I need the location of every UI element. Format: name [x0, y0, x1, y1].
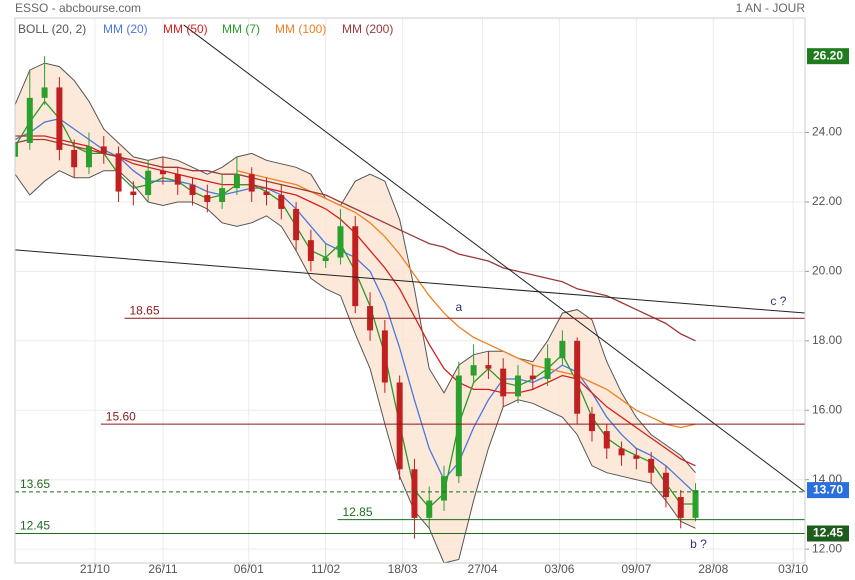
- candle-body: [411, 469, 418, 518]
- y-tick-label: 22.00: [812, 194, 842, 208]
- candle-body: [529, 375, 536, 380]
- price-tag-label: 12.45: [813, 526, 843, 540]
- legend-entry: MM (100): [275, 22, 326, 36]
- legend-entry: MM (200): [342, 22, 393, 36]
- level-label: 15.60: [106, 409, 136, 423]
- price-tag-label: 26.20: [813, 48, 843, 62]
- candle-body: [544, 358, 551, 380]
- candle-body: [574, 340, 581, 414]
- bollinger-upper: [15, 62, 696, 474]
- candle-body: [100, 146, 107, 154]
- candle-body: [174, 174, 181, 185]
- candle-body: [441, 476, 448, 501]
- candle-body: [381, 330, 388, 383]
- candle-body: [470, 365, 477, 376]
- plot-area: [15, 24, 805, 563]
- moving-average: [15, 138, 696, 342]
- candle-body: [204, 195, 211, 202]
- trend-line: [15, 249, 805, 314]
- candle-body: [71, 149, 78, 168]
- x-tick-label: 28/08: [698, 562, 728, 576]
- candle-body: [648, 458, 655, 473]
- candle-body: [145, 170, 152, 196]
- candle-body: [15, 142, 18, 157]
- candle-body: [130, 191, 137, 196]
- candle-body: [485, 365, 492, 369]
- legend-entry: MM (7): [222, 22, 260, 36]
- candle-body: [396, 382, 403, 470]
- candle-body: [307, 240, 314, 261]
- candle-body: [426, 500, 433, 518]
- price-tag: [807, 48, 849, 65]
- chart-title: ESSO - abcbourse.com: [15, 1, 141, 15]
- x-tick-label: 06/01: [234, 562, 264, 576]
- candle-body: [603, 431, 610, 449]
- candle-body: [500, 368, 507, 397]
- annotation: b ?: [690, 537, 707, 551]
- candle-body: [692, 490, 699, 518]
- legend-entry: BOLL (20, 2): [18, 22, 86, 36]
- candle-body: [85, 146, 92, 168]
- annotation: c ?: [770, 294, 786, 308]
- candle-body: [278, 195, 285, 209]
- candle-body: [559, 340, 566, 359]
- legend-entry: MM (20): [103, 22, 148, 36]
- x-tick-label: 18/03: [388, 562, 418, 576]
- candle-body: [115, 153, 122, 192]
- candle-body: [41, 87, 48, 98]
- level-label: 18.65: [129, 303, 159, 317]
- candle-body: [633, 455, 640, 459]
- candle-body: [56, 87, 63, 150]
- overlay: 12.0014.0016.0018.0020.0022.0024.0021/10…: [15, 22, 849, 576]
- candle-body: [618, 448, 625, 456]
- candle-body: [662, 472, 669, 498]
- plot-frame: [14, 17, 806, 564]
- candle-body: [514, 375, 521, 397]
- candle-body: [26, 97, 33, 143]
- chart-subtitle: 1 AN - JOUR: [736, 1, 806, 15]
- annotation: a: [455, 300, 462, 314]
- price-tag-label: 13.70: [813, 482, 843, 496]
- candle-body: [322, 257, 329, 261]
- x-tick-label: 03/10: [778, 562, 808, 576]
- candle-body: [293, 208, 300, 241]
- bollinger-lower: [15, 170, 696, 563]
- y-tick-label: 20.00: [812, 264, 842, 278]
- x-tick-label: 21/10: [80, 562, 110, 576]
- y-tick-label: 24.00: [812, 125, 842, 139]
- level-label: 13.65: [20, 477, 50, 491]
- candle-body: [248, 174, 255, 192]
- candle-body: [233, 174, 240, 189]
- x-tick-label: 09/07: [621, 562, 651, 576]
- price-tag: [807, 525, 849, 542]
- x-tick-label: 03/06: [544, 562, 574, 576]
- candle-body: [263, 191, 270, 196]
- x-tick-label: 11/02: [311, 562, 340, 576]
- x-tick-label: 27/04: [467, 562, 497, 576]
- y-tick-label: 12.00: [812, 541, 842, 555]
- y-tick-label: 18.00: [812, 333, 842, 347]
- candle-body: [159, 170, 166, 175]
- price-tag: [807, 482, 849, 499]
- candle-body: [352, 226, 359, 307]
- level-label: 12.85: [343, 505, 373, 519]
- y-tick-label: 16.00: [812, 402, 842, 416]
- candle-body: [677, 497, 684, 518]
- candle-body: [189, 184, 196, 196]
- candle-body: [588, 413, 595, 432]
- candle-body: [219, 188, 226, 202]
- candle-body: [337, 226, 344, 258]
- level-label: 12.45: [20, 519, 50, 533]
- trend-line: [183, 24, 805, 493]
- legend-entry: MM (50): [163, 22, 208, 36]
- candle-body: [455, 375, 462, 477]
- x-tick-label: 26/11: [148, 562, 177, 576]
